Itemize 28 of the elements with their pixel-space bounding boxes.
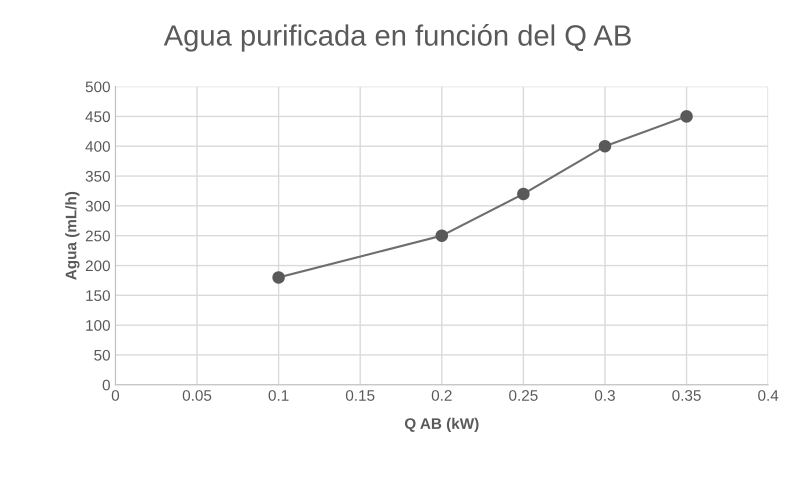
y-tick-label: 0: [102, 380, 110, 390]
point: [680, 110, 693, 123]
point: [436, 229, 448, 242]
point: [598, 140, 612, 152]
point: [517, 188, 530, 200]
x-tick-label: 0.15: [346, 390, 374, 401]
y-tick-label: 400: [85, 141, 110, 152]
y-tick-label: 300: [86, 200, 110, 212]
x-tick-label: 0.25: [509, 390, 538, 401]
x-tick-label: 0.2: [432, 390, 452, 401]
x-tick-label: 0.4: [758, 390, 778, 401]
y-tick-label: 350: [86, 170, 110, 182]
y-tick-label: 150: [86, 290, 110, 302]
y-tick-label: 100: [86, 320, 110, 331]
y-tick-label: 450: [85, 111, 110, 122]
x-tick-label: 0.35: [672, 390, 701, 401]
chart-title: Agua purificada en función del Q AB: [164, 24, 631, 52]
point: [272, 271, 285, 284]
y-tick-label: 250: [86, 230, 110, 242]
y-axis-title: Agua (mL/h): [65, 192, 80, 280]
x-axis-title: Q AB (kW): [404, 418, 478, 432]
x-tick-label: 0.3: [594, 390, 615, 401]
y-tick-label: 50: [94, 350, 110, 361]
x-tick-label: 0.05: [182, 390, 212, 401]
y-tick-label: 200: [86, 260, 110, 272]
x-tick-label: 0: [112, 390, 120, 401]
y-tick-label: 500: [86, 81, 110, 92]
x-tick-label: 0.1: [268, 390, 288, 401]
